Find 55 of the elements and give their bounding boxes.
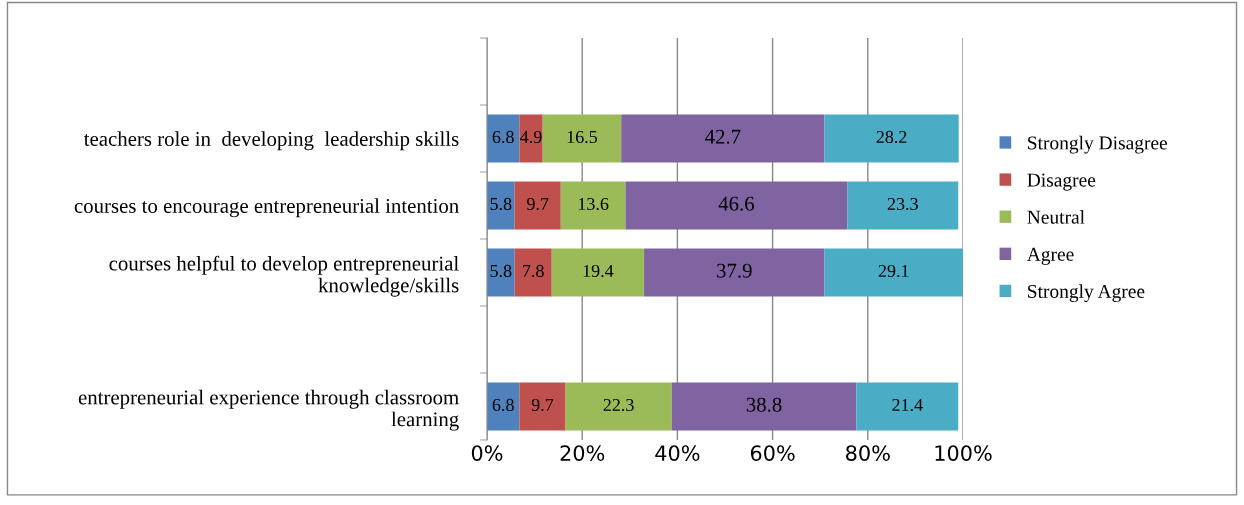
y-tick-label: teachers role in developing leadership skills bbox=[83, 131, 459, 151]
data-label: 9.7 bbox=[531, 398, 554, 412]
data-label: 9.7 bbox=[526, 197, 549, 211]
bar bbox=[519, 114, 543, 163]
bar bbox=[565, 382, 672, 431]
data-label: 7.8 bbox=[523, 264, 544, 278]
bar bbox=[487, 114, 520, 163]
data-label: 6.8 bbox=[492, 130, 514, 144]
legend-label: Neutral bbox=[1027, 210, 1085, 224]
bar bbox=[542, 114, 622, 163]
bar bbox=[621, 114, 825, 163]
data-label: 5.8 bbox=[490, 197, 512, 211]
y-tick-label: courses helpful to develop entrepreneurial knowledge/skills bbox=[109, 255, 459, 297]
bar bbox=[625, 181, 848, 230]
data-label: 13.6 bbox=[578, 197, 609, 211]
bar bbox=[856, 382, 959, 431]
data-label: 28.2 bbox=[876, 130, 907, 144]
data-label: 19.4 bbox=[583, 264, 614, 278]
data-label: 22.3 bbox=[603, 398, 634, 412]
x-tick-label: 0% bbox=[471, 445, 503, 461]
bar bbox=[644, 248, 825, 297]
bar bbox=[560, 181, 626, 230]
data-label: 6.8 bbox=[492, 398, 514, 412]
bar bbox=[519, 382, 566, 431]
bar bbox=[824, 114, 959, 163]
bar bbox=[847, 181, 959, 230]
bar bbox=[514, 181, 561, 230]
x-tick-label: 100% bbox=[935, 445, 992, 461]
y-tick-label: courses to encourage entrepreneurial intention bbox=[74, 198, 459, 218]
bar bbox=[551, 248, 645, 297]
data-label: 37.9 bbox=[717, 263, 752, 278]
data-label: 23.3 bbox=[887, 197, 918, 211]
bar bbox=[514, 248, 552, 297]
data-label: 42.7 bbox=[705, 129, 741, 144]
x-tick-label: 80% bbox=[846, 445, 890, 461]
data-label: 29.1 bbox=[878, 264, 909, 278]
bar bbox=[824, 248, 963, 297]
bar bbox=[671, 382, 857, 431]
data-label: 4.9 bbox=[520, 130, 542, 144]
legend-label: Strongly Agree bbox=[1028, 284, 1145, 302]
data-label: 5.8 bbox=[490, 264, 512, 278]
bar bbox=[487, 382, 520, 431]
x-tick-label: 40% bbox=[655, 445, 700, 461]
data-label: 21.4 bbox=[892, 398, 923, 412]
legend-label: Strongly Disagree bbox=[1028, 135, 1168, 154]
bar bbox=[487, 181, 515, 230]
legend-label: Agree bbox=[1026, 247, 1074, 265]
x-tick-label: 20% bbox=[560, 445, 605, 461]
legend-label: Disagree bbox=[1027, 173, 1096, 191]
x-tick-label: 60% bbox=[750, 445, 795, 461]
y-tick-label: entrepreneurial experience through classroom learning bbox=[78, 389, 459, 431]
data-label: 46.6 bbox=[718, 196, 755, 211]
bar bbox=[487, 248, 515, 297]
data-label: 16.5 bbox=[567, 130, 598, 144]
data-label: 38.8 bbox=[746, 397, 782, 412]
